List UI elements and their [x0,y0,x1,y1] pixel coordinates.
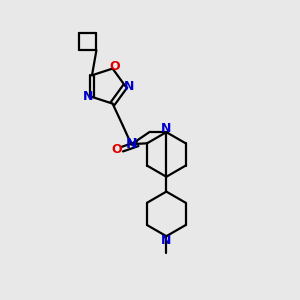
Text: O: O [110,60,120,73]
Text: N: N [82,90,93,104]
Text: N: N [125,137,137,151]
Text: O: O [112,143,122,156]
Text: N: N [161,234,172,247]
Text: N: N [124,80,135,93]
Text: N: N [161,122,172,135]
